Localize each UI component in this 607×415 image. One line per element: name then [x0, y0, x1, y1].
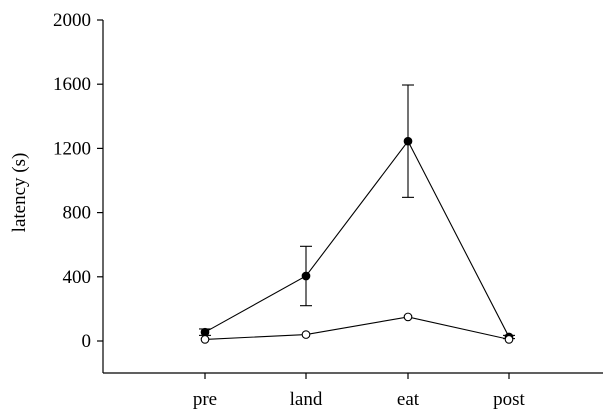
data-point-pre [200, 335, 210, 344]
series-2 [200, 312, 514, 344]
y-tick-label: 0 [82, 331, 92, 352]
data-point-post [504, 335, 514, 344]
y-tick-label: 1200 [53, 138, 91, 159]
data-point-land [301, 330, 311, 339]
data-point-pre [200, 327, 210, 337]
data-point-eat [403, 136, 413, 146]
y-tick-label: 800 [63, 203, 92, 224]
y-tick-label: 1600 [53, 74, 91, 95]
data-point-eat [403, 312, 413, 322]
series-1 [199, 84, 515, 342]
x-tick-label-eat: eat [397, 389, 420, 410]
y-ticks: 0 400 800 1200 1600 2000 [53, 10, 103, 352]
series-line [204, 140, 510, 338]
x-ticks: pre land eat post [193, 373, 526, 410]
y-tick-label: 2000 [53, 10, 91, 31]
x-tick-label-pre: pre [193, 389, 217, 410]
data-point-land [301, 271, 311, 281]
y-tick-label: 400 [63, 267, 92, 288]
axes [102, 20, 603, 374]
x-tick-label-post: post [493, 389, 525, 410]
y-axis-title: latency (s) [9, 153, 30, 233]
x-tick-label-land: land [290, 389, 323, 410]
plot-area [199, 84, 515, 344]
series-line [204, 316, 510, 340]
